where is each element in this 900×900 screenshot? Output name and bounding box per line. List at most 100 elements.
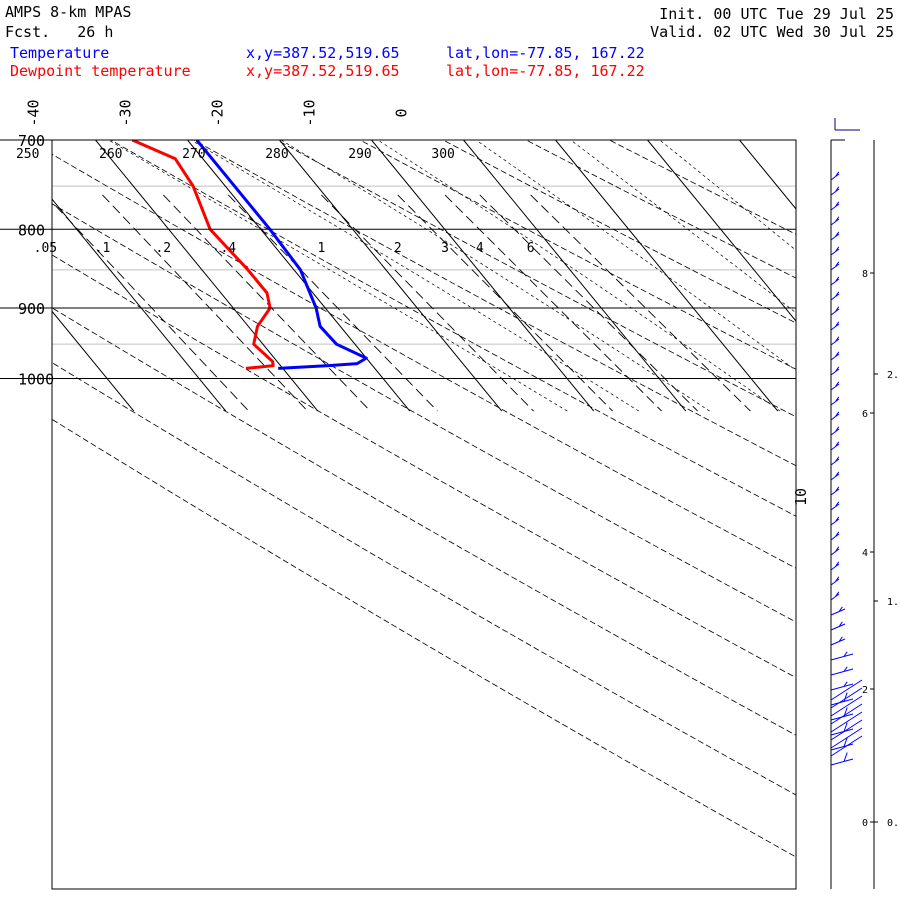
wind-barb <box>830 561 840 571</box>
wind-barb <box>830 501 840 511</box>
mixing-ratio-line <box>52 201 250 412</box>
dry-adiabat <box>52 418 796 858</box>
kft-label: 0 <box>862 818 868 829</box>
mixing-ratio-label: .4 <box>220 241 236 256</box>
dry-adiabat-label: 260 <box>99 147 122 162</box>
dry-adiabat <box>193 140 796 467</box>
mixing-ratio-label: .05 <box>34 241 57 256</box>
legend-dewpoint-label: Dewpoint temperature <box>10 62 191 80</box>
mixing-ratio-line <box>530 194 751 412</box>
isotherm-line <box>52 310 135 412</box>
dry-adiabat <box>52 307 796 736</box>
valid-time: Valid. 02 UTC Wed 30 Jul 25 <box>650 23 894 41</box>
kft-label: 4 <box>862 548 868 559</box>
wind-barb <box>830 441 840 451</box>
kft-label: 8 <box>862 269 868 280</box>
wind-barb <box>830 246 840 256</box>
wind-barb <box>830 306 840 316</box>
wind-barb <box>830 366 840 376</box>
moist-adiabat <box>280 140 710 412</box>
wind-barb <box>830 396 840 406</box>
mixing-ratio-line <box>162 194 371 412</box>
pressure-label: 900 <box>18 300 45 318</box>
mixing-ratio-label: .1 <box>95 241 111 256</box>
mixing-ratio-label: 2 <box>394 241 402 256</box>
wind-barb <box>830 456 840 466</box>
isotherm-line <box>463 140 687 412</box>
isotherm-line <box>739 140 796 210</box>
wind-barb <box>830 531 840 541</box>
dry-adiabat-label: 280 <box>265 147 288 162</box>
isotherm-label: 0 <box>393 108 411 117</box>
wind-barb <box>830 291 840 301</box>
dry-adiabat-label: 290 <box>348 147 371 162</box>
dry-adiabat <box>52 362 796 796</box>
wind-barb <box>830 606 846 616</box>
pressure-label: 800 <box>18 221 45 239</box>
wind-barb <box>830 681 854 691</box>
dewpoint-profile <box>131 140 275 370</box>
dry-adiabat <box>525 140 796 279</box>
plot-frame <box>51 139 797 890</box>
mixing-ratio-line <box>227 194 438 412</box>
dry-adiabat-label: 300 <box>431 147 454 162</box>
wind-barb <box>830 752 854 766</box>
wind-barb <box>830 201 840 211</box>
moist-adiabat <box>108 140 568 412</box>
isotherm-label: -20 <box>209 99 227 126</box>
wind-barb <box>830 381 840 391</box>
wind-barb <box>830 171 840 181</box>
mixing-ratio-label: 3 <box>441 241 449 256</box>
wind-barb <box>830 695 863 717</box>
dry-adiabat <box>442 140 796 324</box>
wind-barb <box>830 719 863 741</box>
dry-adiabat <box>608 140 796 235</box>
wind-barb <box>830 722 854 736</box>
mixing-ratio-line <box>102 194 308 412</box>
mixing-ratio-label: 6 <box>527 241 535 256</box>
wind-barb <box>830 703 863 725</box>
mixing-ratio-label: 1 <box>317 241 325 256</box>
legend-temperature-xy: x,y=387.52,519.65 <box>246 44 400 62</box>
km-label: 0. <box>887 818 899 829</box>
mixing-ratio-line <box>444 194 662 412</box>
wind-barb <box>830 321 840 331</box>
legend-temperature-label: Temperature <box>10 44 110 62</box>
legend-dewpoint-latlon: lat,lon=-77.85, 167.22 <box>446 62 645 80</box>
isotherm-label: 10 <box>792 488 810 506</box>
mixing-ratio-line <box>479 194 698 412</box>
dry-adiabat-label: 270 <box>182 147 205 162</box>
wind-barb <box>830 231 840 241</box>
mixing-ratio-label: .2 <box>155 241 171 256</box>
legend-dewpoint-xy: x,y=387.52,519.65 <box>246 62 400 80</box>
wind-barb <box>830 486 840 496</box>
forecast-hour: Fcst. 26 h <box>5 23 114 41</box>
isotherm-label: -40 <box>25 99 43 126</box>
wind-barb <box>830 516 840 526</box>
kft-label: 6 <box>862 409 868 420</box>
wind-barb <box>830 186 840 196</box>
wind-barb <box>830 471 840 481</box>
model-title: AMPS 8-km MPAS <box>5 3 132 21</box>
wind-barb <box>830 692 854 706</box>
isotherm-label: -10 <box>301 99 319 126</box>
wind-barb <box>830 651 854 661</box>
dry-adiabat-label: 250 <box>16 147 39 162</box>
wind-barb <box>830 679 863 701</box>
isotherm-label: -30 <box>117 99 135 126</box>
isotherm-line <box>52 198 227 412</box>
mixing-ratio-line <box>397 194 613 412</box>
moist-adiabat <box>377 140 781 412</box>
wind-barb <box>830 546 840 556</box>
wind-barb <box>830 621 846 631</box>
moist-adiabat <box>190 140 639 412</box>
wind-barb <box>830 737 854 751</box>
wind-barb <box>830 687 863 709</box>
dry-adiabat <box>109 140 796 517</box>
wind-barb <box>830 576 840 586</box>
moist-adiabat <box>475 140 796 371</box>
wind-barb <box>830 261 840 271</box>
wind-barb <box>830 711 863 733</box>
wind-barb <box>830 636 846 646</box>
